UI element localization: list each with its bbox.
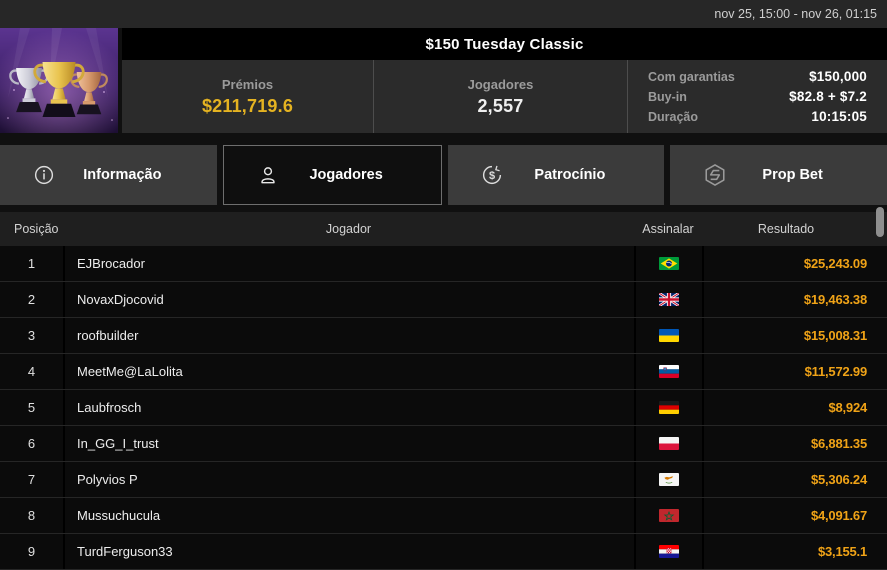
stats-strip: Prémios $211,719.6 Jogadores 2,557 Com garan… — [122, 60, 887, 133]
tab-jogadores[interactable]: Jogadores — [222, 145, 442, 205]
stat-value: $211,719.6 — [201, 95, 294, 116]
tab-informacao[interactable]: Informação — [0, 145, 217, 205]
player-result: $4,091.67 — [702, 498, 870, 533]
stat-label: Jogadores — [467, 76, 534, 92]
player-position: 9 — [27, 544, 36, 559]
player-name: In_GG_I_trust — [63, 426, 634, 461]
croatia-flag-icon — [634, 534, 702, 569]
dollar-circle-icon: $ — [481, 164, 503, 186]
uk-flag-icon — [634, 282, 702, 317]
detail-row: Com garantias $150,000 — [648, 69, 867, 84]
column-header-assinalar: Assinalar — [642, 222, 694, 236]
player-position: 1 — [27, 256, 36, 271]
cyprus-flag-icon — [634, 462, 702, 497]
column-header-resultado: Resultado — [757, 222, 815, 236]
table-row[interactable]: 8 Mussuchucula $4,091.67 — [0, 498, 887, 534]
table-row[interactable]: 6 In_GG_I_trust $6,881.35 — [0, 426, 887, 462]
player-result: $5,306.24 — [702, 462, 870, 497]
tab-label: Jogadores — [309, 167, 383, 183]
player-name: TurdFerguson33 — [63, 534, 634, 569]
detail-value: $150,000 — [809, 69, 867, 84]
player-result: $19,463.38 — [702, 282, 870, 317]
player-result: $15,008.31 — [702, 318, 870, 353]
tab-prop-bet[interactable]: Prop Bet — [670, 145, 887, 205]
poland-flag-icon — [634, 426, 702, 461]
player-result: $25,243.09 — [702, 246, 870, 281]
player-position: 7 — [27, 472, 36, 487]
tab-label: Informação — [83, 167, 162, 183]
stat-prémios: Prémios $211,719.6 — [122, 60, 373, 133]
tabs: Informação Jogadores $ Patrocínio Prop Bet — [0, 145, 887, 205]
table-row[interactable]: 5 Laubfrosch $8,924 — [0, 390, 887, 426]
player-name: roofbuilder — [63, 318, 634, 353]
table-row[interactable]: 9 TurdFerguson33 $3,155.1 — [0, 534, 887, 570]
tab-label: Patrocínio — [534, 167, 606, 183]
svg-text:$: $ — [488, 170, 494, 182]
player-position: 5 — [27, 400, 36, 415]
stat-label: Prémios — [221, 76, 274, 92]
slovenia-flag-icon — [634, 354, 702, 389]
player-name: Laubfrosch — [63, 390, 634, 425]
tab-patrocinio[interactable]: $ Patrocínio — [447, 145, 665, 205]
players-table-header: Posição Jogador Assinalar Resultado — [0, 212, 887, 246]
tournament-title: $150 Tuesday Classic — [425, 35, 584, 53]
detail-label: Duração — [648, 109, 699, 124]
player-position: 8 — [27, 508, 36, 523]
table-scrollbar-thumb[interactable] — [876, 207, 884, 237]
stat-value: 2,557 — [477, 95, 524, 116]
table-row[interactable]: 3 roofbuilder $15,008.31 — [0, 318, 887, 354]
ukraine-flag-icon — [634, 318, 702, 353]
player-name: Mussuchucula — [63, 498, 634, 533]
detail-label: Com garantias — [648, 69, 735, 84]
detail-label: Buy-in — [648, 89, 687, 104]
table-row[interactable]: 1 EJBrocador $25,243.09 — [0, 246, 887, 282]
player-name: Polyvios P — [63, 462, 634, 497]
trophy-image — [0, 28, 118, 133]
info-icon — [33, 164, 55, 186]
morocco-flag-icon — [634, 498, 702, 533]
player-position: 3 — [27, 328, 36, 343]
tab-label: Prop Bet — [762, 167, 823, 183]
tournament-details-panel: Com garantias $150,000 Buy-in $82.8 + $7.2 D… — [627, 60, 887, 133]
detail-row: Duração 10:15:05 — [648, 109, 867, 124]
player-name: MeetMe@LaLolita — [63, 354, 634, 389]
player-position: 2 — [27, 292, 36, 307]
player-name: EJBrocador — [63, 246, 634, 281]
player-result: $8,924 — [702, 390, 870, 425]
prop-bet-hexagon-icon — [703, 163, 727, 187]
player-result: $11,572.99 — [702, 354, 870, 389]
germany-flag-icon — [634, 390, 702, 425]
table-row[interactable]: 7 Polyvios P $5,306.24 — [0, 462, 887, 498]
table-row[interactable]: 4 MeetMe@LaLolita $11,572.99 — [0, 354, 887, 390]
player-name: NovaxDjocovid — [63, 282, 634, 317]
player-position: 4 — [27, 364, 36, 379]
brazil-flag-icon — [634, 246, 702, 281]
tournament-schedule: nov 25, 15:00 - nov 26, 01:15 — [714, 7, 877, 21]
player-result: $6,881.35 — [702, 426, 870, 461]
detail-value: $82.8 + $7.2 — [789, 89, 867, 104]
person-icon — [257, 164, 279, 186]
detail-row: Buy-in $82.8 + $7.2 — [648, 89, 867, 104]
stat-jogadores: Jogadores 2,557 — [373, 60, 627, 133]
column-header-posição: Posição — [14, 222, 59, 236]
table-row[interactable]: 2 NovaxDjocovid $19,463.38 — [0, 282, 887, 318]
player-result: $3,155.1 — [702, 534, 870, 569]
schedule-bar: nov 25, 15:00 - nov 26, 01:15 — [0, 0, 887, 28]
column-header-jogador: Jogador — [325, 222, 372, 236]
title-bar: $150 Tuesday Classic — [122, 28, 887, 60]
detail-value: 10:15:05 — [811, 109, 867, 124]
players-table-body: 1 EJBrocador $25,243.09 2 NovaxDjocovid $19,4… — [0, 246, 887, 570]
player-position: 6 — [27, 436, 36, 451]
